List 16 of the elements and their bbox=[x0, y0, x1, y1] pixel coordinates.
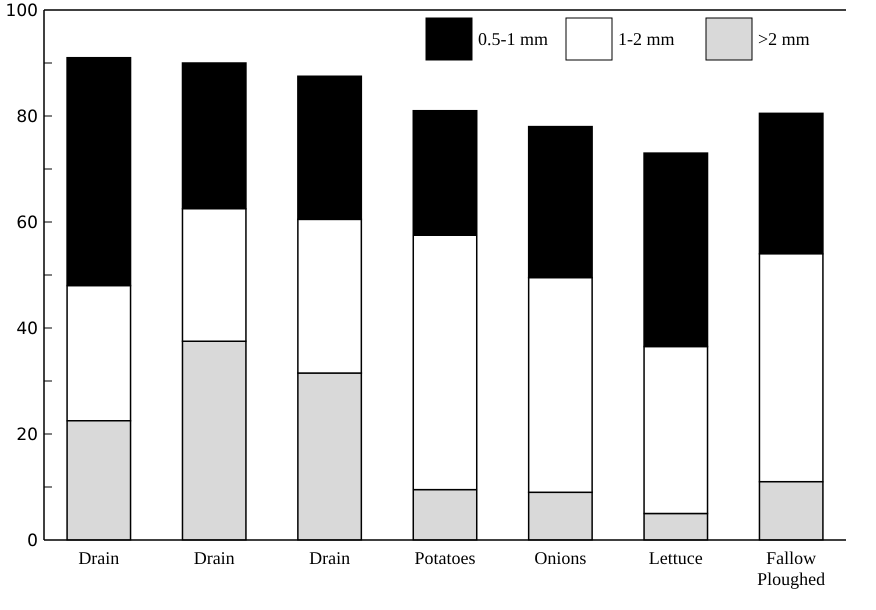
x-tick-label: Lettuce bbox=[648, 548, 703, 568]
x-tick-label: Fallow Ploughed bbox=[757, 548, 826, 589]
y-tick-label: 80 bbox=[16, 106, 38, 127]
y-tick-label: 20 bbox=[16, 424, 38, 445]
x-tick-label: Drain bbox=[78, 548, 120, 568]
x-tick-label: Drain bbox=[309, 548, 350, 568]
legend-label: 1-2 mm bbox=[618, 29, 674, 49]
x-tick-label: Potatoes bbox=[414, 548, 476, 568]
y-tick-label: 100 bbox=[6, 0, 38, 21]
legend-label: 0.5-1 mm bbox=[478, 29, 548, 49]
y-tick-label: 40 bbox=[16, 318, 38, 339]
y-tick-label: 0 bbox=[27, 530, 38, 551]
x-tick-label: Onions bbox=[534, 548, 586, 568]
x-tick-label: Drain bbox=[194, 548, 235, 568]
legend-label: >2 mm bbox=[758, 29, 810, 49]
y-tick-label: 60 bbox=[16, 212, 38, 233]
